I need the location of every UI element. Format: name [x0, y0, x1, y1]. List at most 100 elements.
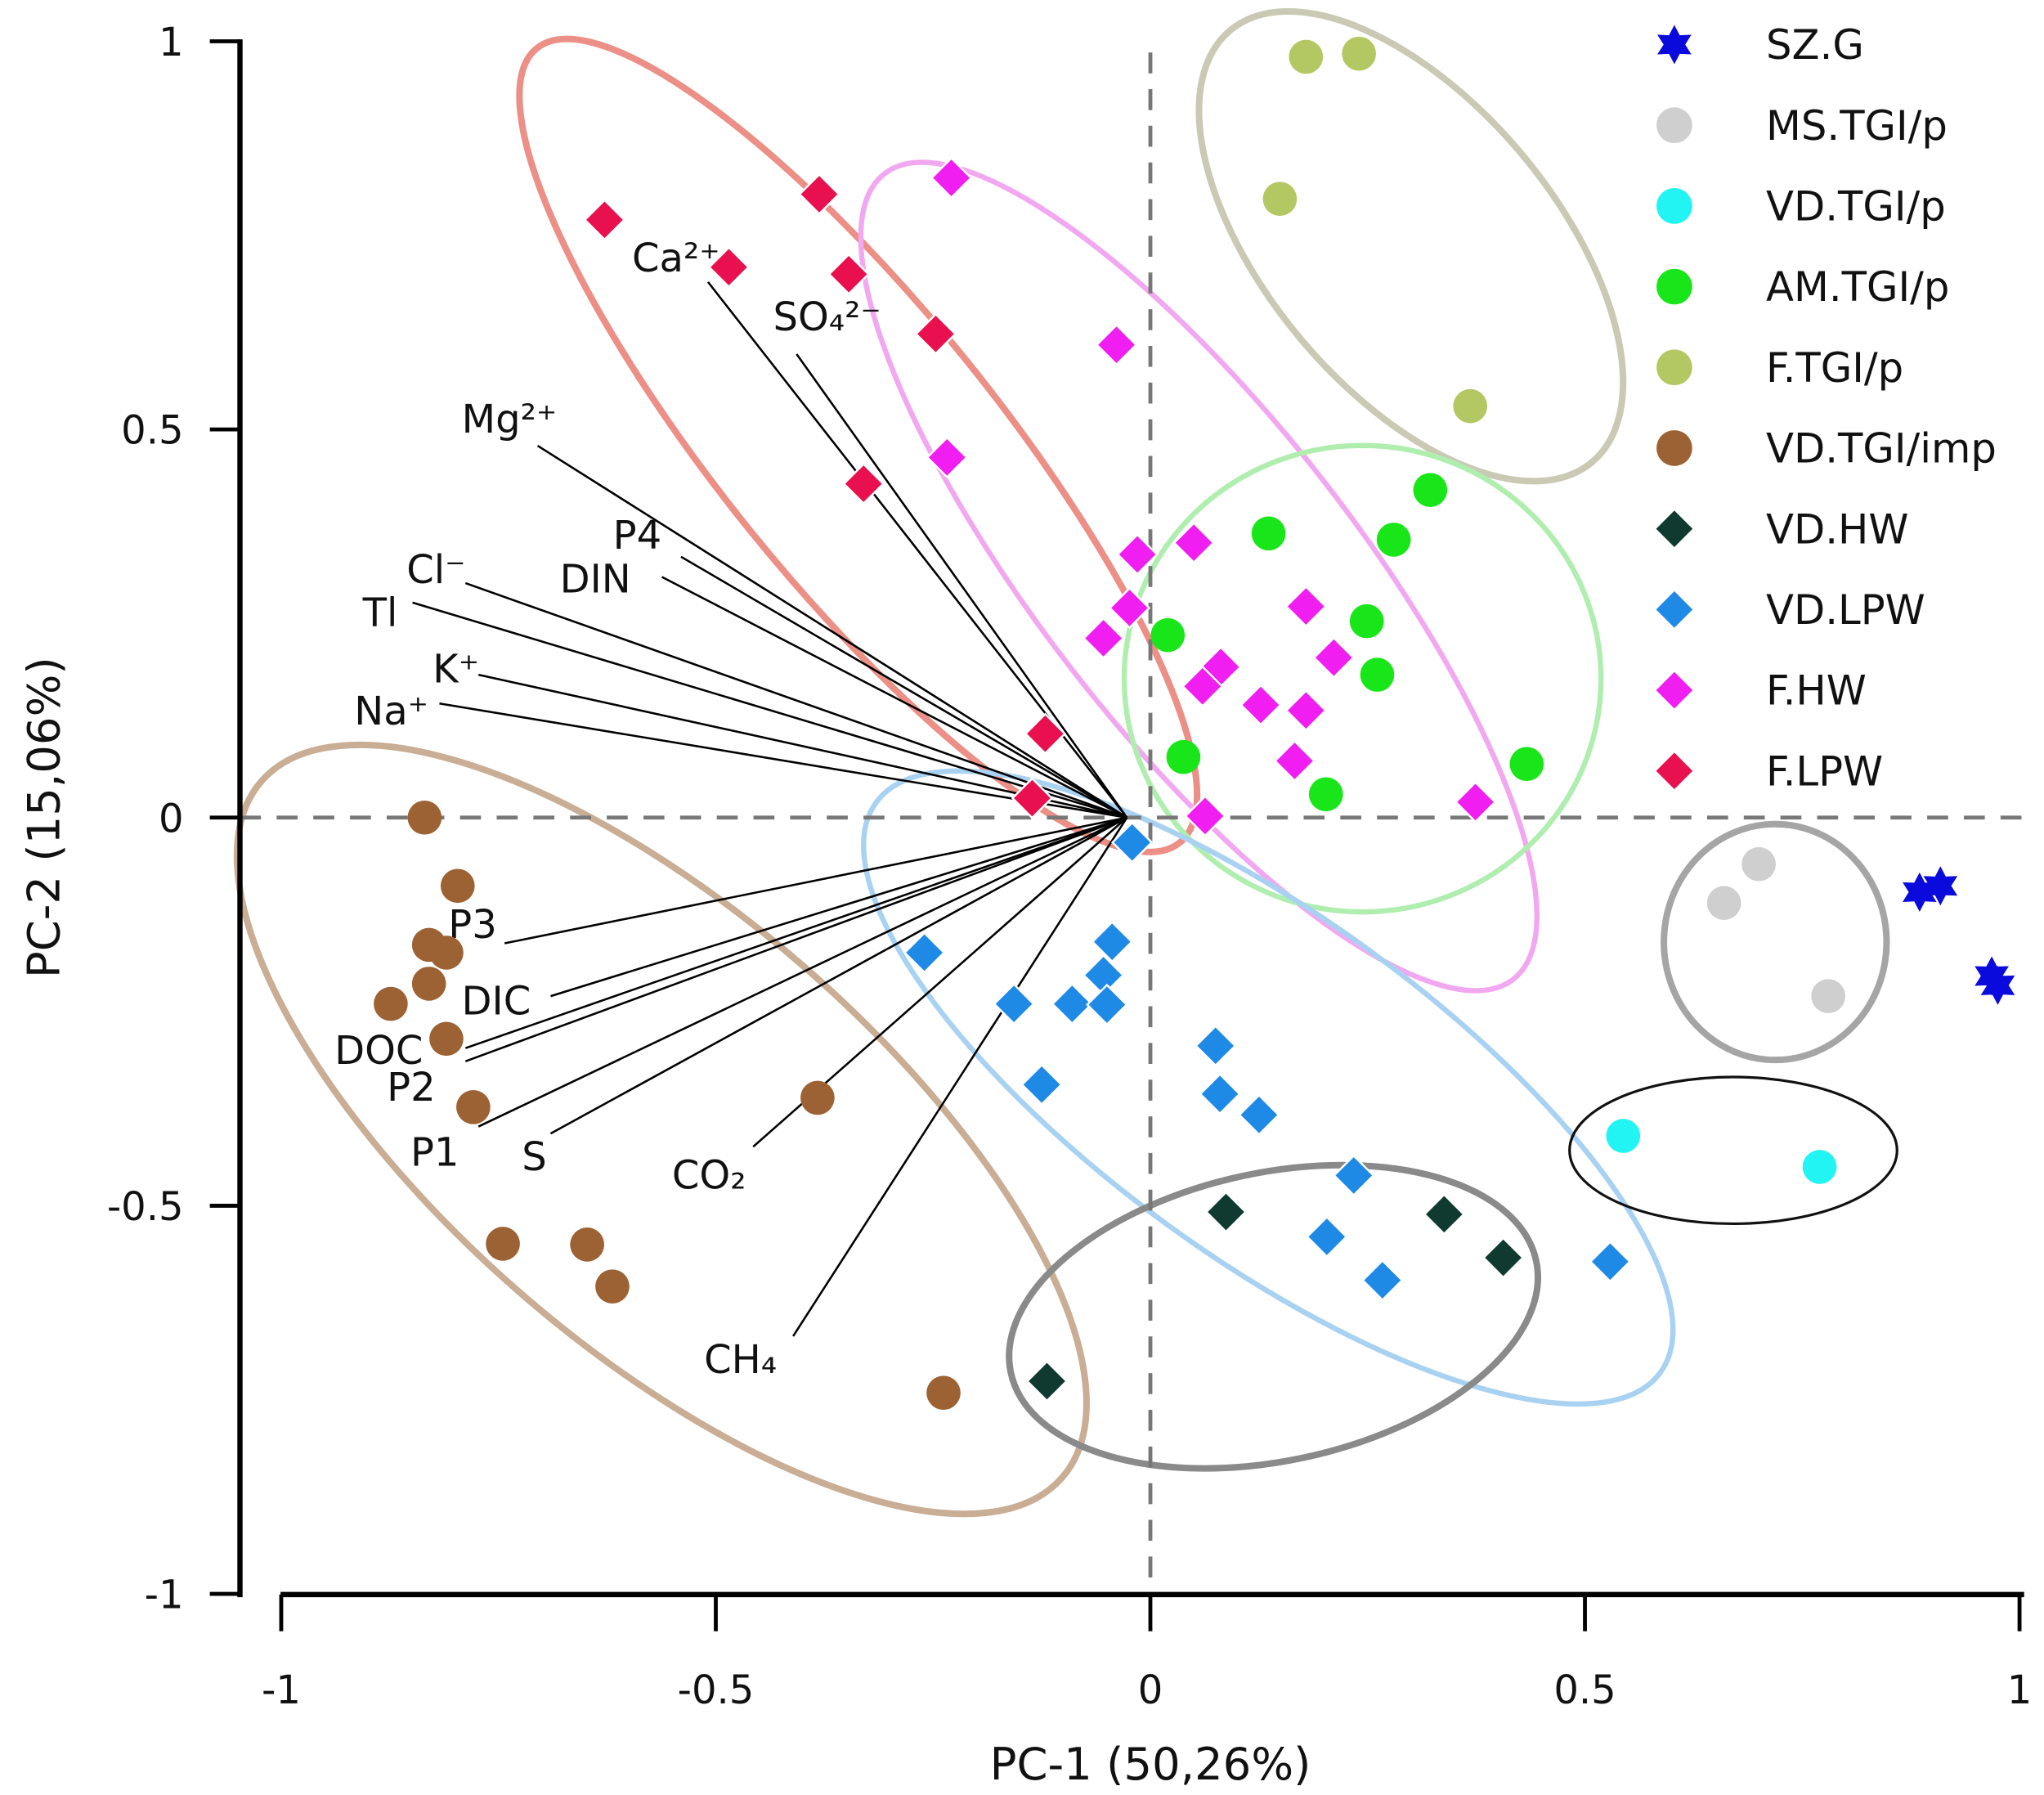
loading-vector [536, 444, 1127, 819]
loading-label: SO₄²⁻ [773, 294, 881, 340]
loading-label: CH₄ [704, 1337, 777, 1383]
legend-marker-circle [1656, 187, 1692, 224]
loading-label: Tl [362, 590, 398, 636]
loading-vector [477, 816, 1127, 1128]
legend-label: F.HW [1766, 667, 1867, 715]
legend-label: F.TGI/p [1766, 344, 1903, 392]
loading-label: K⁺ [433, 647, 479, 693]
point-am-tgi-p [1509, 747, 1544, 782]
point-vd-tgi-imp [926, 1375, 961, 1411]
legend-item: F.HW [1653, 667, 1867, 715]
ellipse-vd-tgi-p [1568, 1075, 1898, 1226]
loading-label: DIC [462, 979, 531, 1025]
legend-label: SZ.G [1766, 21, 1864, 69]
loading-label: P2 [387, 1065, 436, 1111]
legend-marker-diamond [1653, 749, 1696, 792]
point-f-lpw [583, 199, 626, 241]
legend-label: VD.LPW [1766, 586, 1925, 634]
point-vd-hw [1423, 1193, 1466, 1236]
x-axis-title: PC-1 (50,26%) [990, 1738, 1311, 1790]
point-ms-tgi-p [1706, 886, 1741, 921]
point-sz-g [1923, 866, 1958, 906]
x-tick-label: 1 [2007, 1667, 2033, 1713]
legend-marker-circle [1656, 349, 1692, 386]
legend: SZ.G MS.TGI/p VD.TGI/p AM.TGI/p F.TGI/p VD.TG… [1653, 21, 1997, 795]
point-f-lpw [914, 312, 957, 356]
point-am-tgi-p [1360, 657, 1395, 692]
point-vd-lpw [1091, 920, 1133, 963]
legend-item: SZ.G [1657, 21, 1864, 69]
ellipse-f-lpw [516, 35, 1201, 855]
loading-label: S [522, 1134, 547, 1180]
loading-vector [796, 353, 1128, 819]
point-vd-lpw [1333, 1154, 1375, 1197]
point-f-lpw [707, 245, 751, 289]
x-tick-label: -0.5 [678, 1667, 755, 1713]
point-am-tgi-p [1251, 516, 1286, 551]
point-f-tgi-p [1342, 36, 1376, 71]
point-f-tgi-p [1262, 182, 1298, 217]
legend-marker-diamond [1653, 669, 1696, 711]
x-tick-label: -1 [262, 1667, 301, 1713]
loading-label: Cl⁻ [406, 547, 465, 593]
loading-vector [549, 816, 1127, 1135]
loading-label: Ca²⁺ [632, 236, 720, 281]
point-f-hw [1181, 665, 1224, 708]
legend-item: VD.TGI/imp [1656, 425, 1997, 473]
group-loadings: Ca²⁺SO₄²⁻Mg²⁺P4DINCl⁻TlK⁺Na⁺P3DICDOCP2P1… [334, 236, 1128, 1383]
loading-vector [661, 576, 1127, 819]
point-am-tgi-p [1150, 617, 1186, 653]
point-vd-tgi-imp [456, 1090, 491, 1124]
ellipse-ms-tgi-p [1661, 820, 1890, 1064]
point-vd-lpw [1051, 982, 1094, 1025]
point-vd-tgi-imp [800, 1080, 835, 1115]
point-f-hw [1312, 636, 1356, 679]
legend-item: AM.TGI/p [1656, 263, 1949, 311]
legend-marker-circle [1656, 430, 1692, 466]
loading-label: DOC [334, 1028, 423, 1074]
point-am-tgi-p [1376, 523, 1411, 557]
loading-vector [464, 581, 1127, 819]
legend-label: VD.HW [1766, 505, 1908, 553]
point-vd-lpw [1306, 1215, 1348, 1259]
legend-item: MS.TGI/p [1656, 102, 1948, 150]
loading-vector [680, 555, 1127, 819]
legend-marker-star [1657, 25, 1692, 65]
loading-label: P1 [410, 1130, 459, 1176]
ellipse-vd-hw [1006, 1161, 1541, 1472]
point-vd-lpw [1589, 1241, 1632, 1283]
point-f-hw [1172, 521, 1215, 564]
point-am-tgi-p [1308, 777, 1343, 812]
ellipse-vd-lpw [861, 768, 1676, 1407]
loading-vector [550, 816, 1127, 998]
x-tick-label: 0.5 [1553, 1667, 1616, 1713]
loading-vector [504, 816, 1127, 945]
loading-vector [464, 816, 1127, 1063]
loading-label: DIN [560, 557, 631, 603]
point-vd-tgi-imp [440, 868, 475, 904]
loading-vector [412, 601, 1127, 819]
point-vd-lpw [993, 982, 1035, 1025]
y-tick-label: 0 [159, 796, 184, 841]
point-vd-tgi-imp [411, 967, 446, 1001]
legend-marker-circle [1656, 107, 1692, 144]
point-vd-hw [1204, 1191, 1248, 1233]
point-f-lpw [842, 462, 885, 505]
legend-item: F.TGI/p [1656, 344, 1903, 392]
point-vd-lpw [1086, 983, 1128, 1026]
point-vd-tgi-imp [374, 986, 408, 1021]
point-vd-tgi-imp [429, 936, 464, 970]
point-f-hw [1082, 617, 1125, 660]
point-f-hw [930, 156, 973, 200]
legend-label: AM.TGI/p [1766, 263, 1949, 311]
point-vd-lpw [1361, 1259, 1404, 1302]
point-am-tgi-p [1166, 739, 1201, 774]
legend-item: VD.HW [1653, 505, 1908, 553]
point-f-hw [1273, 739, 1316, 783]
point-f-lpw [827, 253, 870, 295]
group-ticks: -1 -0.5 0 0.5 1 1 0.5 0 -0.5 -1 [107, 20, 2033, 1713]
point-am-tgi-p [1413, 473, 1448, 507]
legend-item: VD.TGI/p [1656, 182, 1946, 230]
group-ellipses [233, 8, 1898, 1518]
